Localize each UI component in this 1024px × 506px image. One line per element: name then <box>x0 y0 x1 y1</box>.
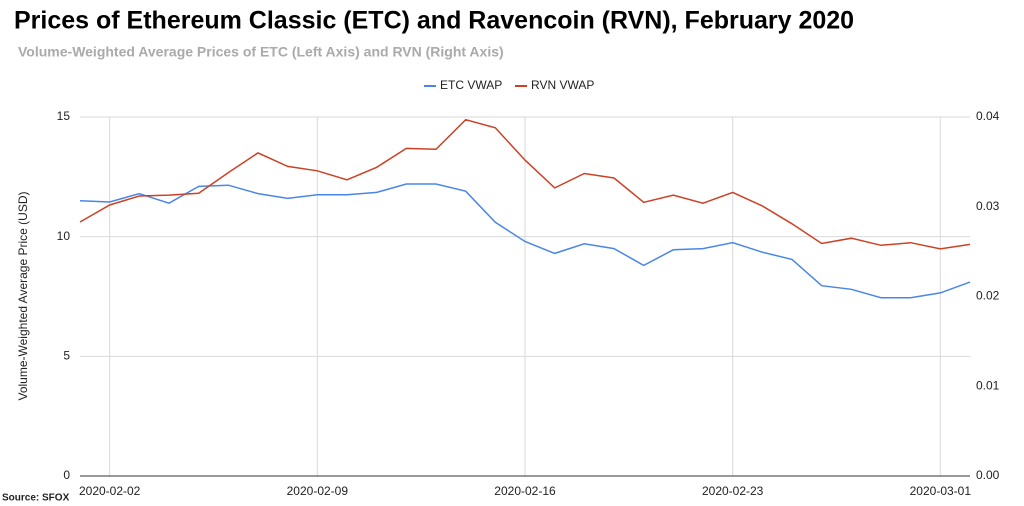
x-tick-label: 2020-02-02 <box>79 484 141 498</box>
chart-title: Prices of Ethereum Classic (ETC) and Rav… <box>14 7 854 35</box>
x-tick-label: 2020-03-01 <box>910 484 972 498</box>
y-tick-label: 5 <box>63 349 70 363</box>
chart-subtitle: Volume-Weighted Average Prices of ETC (L… <box>18 44 504 60</box>
y2-tick-label: 0.01 <box>976 378 1000 392</box>
y2-tick-label: 0.02 <box>976 289 1000 303</box>
source: Source: SFOX <box>2 493 70 504</box>
y-axis-label: Volume-Weighted Average Price (USD) <box>16 192 30 401</box>
x-tick-label: 2020-02-09 <box>287 484 349 498</box>
y2-tick-label: 0.04 <box>976 109 1000 123</box>
y2-tick-label: 0.00 <box>976 468 1000 482</box>
x-tick-label: 2020-02-23 <box>702 484 764 498</box>
y2-tick-label: 0.03 <box>976 199 1000 213</box>
x-tick-label: 2020-02-16 <box>494 484 556 498</box>
legend-label: RVN VWAP <box>531 78 594 92</box>
legend-label: ETC VWAP <box>440 78 502 92</box>
y-tick-label: 15 <box>57 109 71 123</box>
y-tick-label: 10 <box>57 229 71 243</box>
data-line <box>79 183 971 299</box>
y-tick-label: 0 <box>63 468 70 482</box>
data-line <box>79 118 971 250</box>
